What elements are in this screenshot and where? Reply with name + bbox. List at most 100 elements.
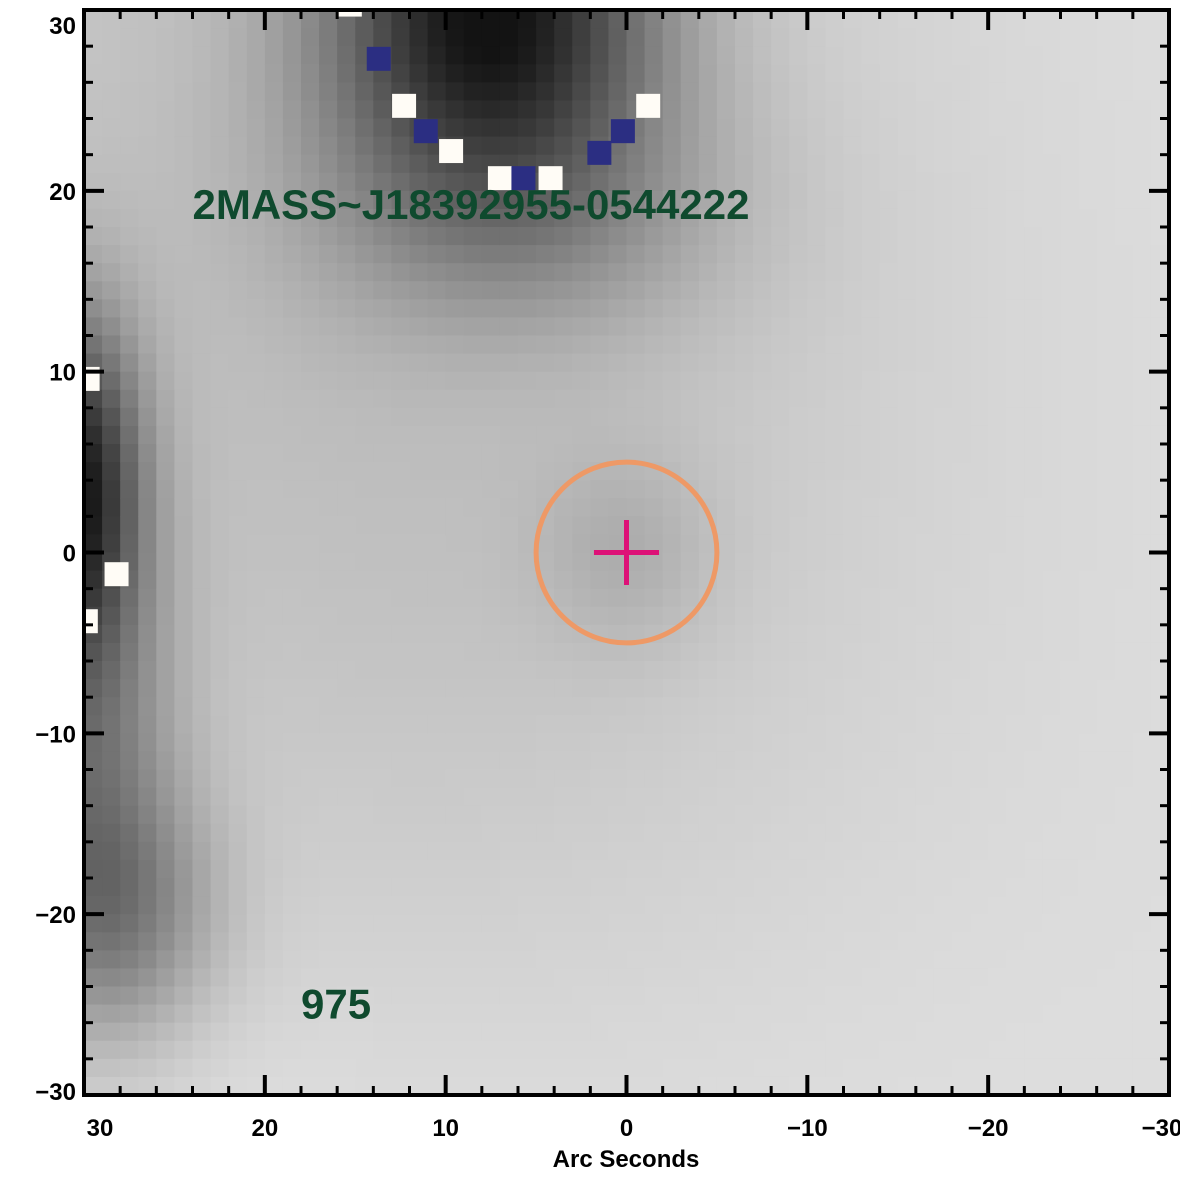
heatmap-pixel — [1150, 462, 1169, 481]
heatmap-pixel — [445, 914, 465, 933]
heatmap-pixel — [518, 697, 537, 716]
heatmap-pixel — [698, 353, 718, 373]
heatmap-pixel — [771, 172, 790, 192]
heatmap-pixel — [264, 389, 284, 409]
heatmap-pixel — [319, 661, 338, 680]
heatmap-pixel — [680, 534, 700, 554]
heatmap-pixel — [518, 823, 537, 843]
heatmap-pixel — [1150, 1022, 1169, 1042]
heatmap-pixel — [518, 64, 537, 83]
heatmap-pixel — [337, 245, 356, 264]
heatmap-pixel — [626, 263, 646, 282]
heatmap-pixel — [409, 733, 429, 753]
heatmap-pixel — [174, 154, 194, 174]
heatmap-pixel — [1024, 389, 1044, 409]
heatmap-pixel — [536, 787, 555, 807]
heatmap-pixel — [282, 606, 302, 626]
heatmap-pixel — [518, 281, 537, 300]
heatmap-pixel — [499, 1040, 519, 1060]
heatmap-pixel — [680, 64, 700, 83]
heatmap-pixel — [319, 606, 338, 626]
heatmap-pixel — [1024, 715, 1044, 734]
heatmap-pixel — [662, 1076, 682, 1095]
heatmap-pixel — [1096, 534, 1116, 554]
heatmap-pixel — [481, 64, 501, 83]
heatmap-pixel — [807, 317, 827, 337]
saturated-pixel-white — [487, 166, 512, 191]
heatmap-pixel — [337, 787, 356, 807]
heatmap-pixel — [590, 787, 610, 807]
heatmap-pixel — [698, 932, 718, 951]
heatmap-pixel — [481, 624, 501, 644]
heatmap-pixel — [536, 534, 555, 554]
heatmap-pixel — [735, 154, 754, 174]
heatmap-pixel — [319, 570, 338, 590]
heatmap-pixel — [445, 697, 465, 716]
heatmap-pixel — [952, 100, 971, 120]
heatmap-pixel — [228, 407, 248, 427]
heatmap-pixel — [499, 462, 519, 481]
heatmap-pixel — [735, 697, 754, 716]
heatmap-pixel — [301, 444, 320, 463]
heatmap-pixel — [246, 154, 266, 174]
heatmap-pixel — [120, 389, 139, 409]
heatmap-pixel — [572, 208, 591, 228]
heatmap-pixel — [246, 1076, 266, 1095]
heatmap-pixel — [409, 661, 429, 680]
heatmap-pixel — [355, 679, 374, 698]
heatmap-pixel — [246, 805, 266, 825]
heatmap-pixel — [572, 859, 591, 879]
heatmap-pixel — [735, 353, 754, 373]
heatmap-pixel — [698, 64, 718, 83]
heatmap-pixel — [210, 154, 230, 174]
heatmap-pixel — [1078, 769, 1098, 789]
heatmap-pixel — [970, 227, 989, 246]
heatmap-pixel — [789, 82, 808, 102]
heatmap-pixel — [409, 751, 429, 771]
heatmap-pixel — [1024, 624, 1044, 644]
heatmap-pixel — [138, 1040, 157, 1060]
heatmap-pixel — [1150, 371, 1169, 391]
heatmap-pixel — [228, 172, 248, 192]
heatmap-pixel — [879, 787, 899, 807]
heatmap-pixel — [463, 534, 483, 554]
heatmap-pixel — [1006, 624, 1025, 644]
heatmap-pixel — [337, 444, 356, 463]
heatmap-pixel — [771, 1076, 790, 1095]
heatmap-pixel — [952, 10, 971, 29]
heatmap-pixel — [970, 444, 989, 463]
heatmap-pixel — [301, 46, 320, 65]
heatmap-pixel — [355, 227, 374, 246]
heatmap-pixel — [843, 932, 863, 951]
heatmap-pixel — [771, 805, 790, 825]
heatmap-pixel — [102, 172, 121, 192]
heatmap-pixel — [210, 986, 230, 1006]
heatmap-pixel — [698, 841, 718, 861]
heatmap-pixel — [933, 1004, 953, 1024]
heatmap-pixel — [735, 1004, 754, 1024]
heatmap-pixel — [174, 335, 194, 355]
heatmap-pixel — [698, 10, 718, 29]
heatmap-pixel — [536, 1004, 555, 1024]
heatmap-pixel — [771, 444, 790, 463]
heatmap-pixel — [897, 227, 917, 246]
heatmap-pixel — [970, 606, 989, 626]
heatmap-pixel — [644, 859, 664, 879]
heatmap-pixel — [1060, 986, 1080, 1006]
heatmap-pixel — [897, 208, 917, 228]
heatmap-pixel — [843, 498, 863, 517]
heatmap-pixel — [355, 968, 374, 988]
heatmap-pixel — [1024, 1076, 1044, 1095]
heatmap-pixel — [445, 552, 465, 572]
heatmap-pixel — [753, 986, 772, 1006]
heatmap-pixel — [789, 552, 808, 572]
heatmap-pixel — [192, 1058, 212, 1078]
heatmap-pixel — [355, 1040, 374, 1060]
heatmap-pixel — [264, 896, 284, 915]
heatmap-pixel — [481, 281, 501, 300]
heatmap-pixel — [970, 624, 989, 644]
heatmap-pixel — [84, 64, 103, 83]
heatmap-pixel — [644, 64, 664, 83]
heatmap-pixel — [210, 932, 230, 951]
heatmap-pixel — [1060, 715, 1080, 734]
